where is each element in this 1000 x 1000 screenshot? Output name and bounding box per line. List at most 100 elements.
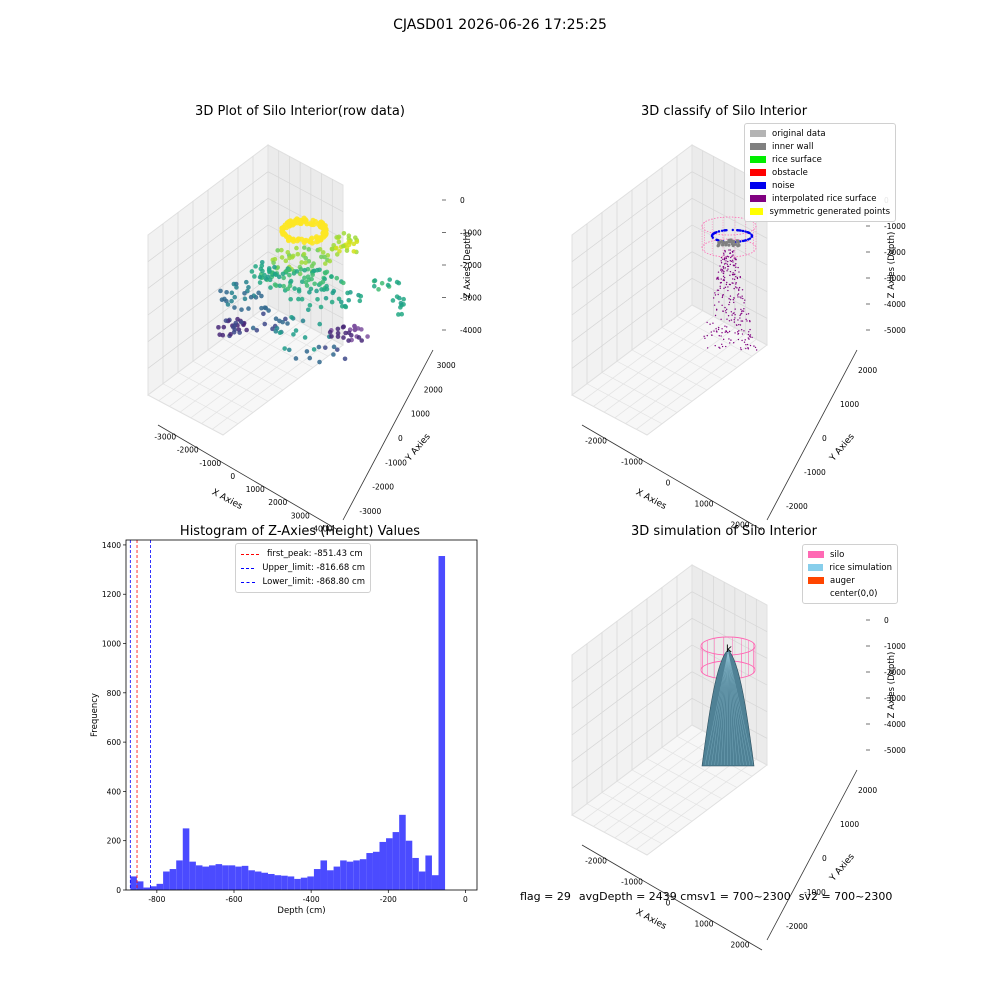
raw-point bbox=[280, 229, 286, 235]
raw-point bbox=[280, 271, 286, 277]
interpolated-point bbox=[729, 274, 731, 277]
histogram-bar bbox=[366, 853, 373, 890]
raw-point bbox=[300, 279, 305, 285]
surface-mesh-line bbox=[724, 651, 729, 766]
z-axis-label: Z Axies (Depth) bbox=[887, 232, 897, 299]
raw-point bbox=[298, 267, 304, 272]
histogram-bar bbox=[425, 855, 432, 890]
interpolated-point bbox=[734, 269, 737, 272]
interpolated-point bbox=[733, 257, 736, 259]
interpolated-point bbox=[754, 346, 757, 349]
interpolated-point bbox=[739, 324, 742, 326]
raw-point bbox=[348, 290, 353, 295]
interpolated-point bbox=[743, 330, 745, 332]
noise-point bbox=[720, 229, 724, 232]
z-tick-label: -3000 bbox=[884, 694, 906, 703]
legend-label: inner wall bbox=[772, 141, 814, 152]
interpolated-point bbox=[719, 282, 722, 284]
interpolated-point bbox=[743, 341, 746, 343]
z-tick-label: 0 bbox=[884, 616, 889, 625]
interpolated-point bbox=[729, 256, 732, 259]
grid-line bbox=[162, 383, 239, 425]
z-tick-label: -5000 bbox=[884, 746, 906, 755]
grid-line bbox=[601, 372, 678, 413]
raw-point bbox=[302, 245, 307, 250]
raw-point bbox=[239, 307, 244, 312]
histogram-bar bbox=[202, 866, 210, 890]
raw-point bbox=[257, 274, 263, 280]
histogram-bar bbox=[307, 876, 314, 890]
inner-wall-point bbox=[727, 243, 731, 247]
interpolated-point bbox=[728, 301, 731, 304]
raw-point bbox=[334, 252, 340, 257]
inner-wall-point bbox=[717, 242, 721, 247]
raw-point bbox=[295, 236, 302, 242]
interpolated-point bbox=[703, 335, 705, 338]
grid-line bbox=[571, 618, 693, 709]
surface-mesh-line bbox=[720, 651, 729, 766]
raw-point bbox=[229, 290, 235, 296]
interpolated-point bbox=[728, 338, 730, 340]
raw-point bbox=[222, 296, 227, 302]
y-tick-label: 0 bbox=[116, 886, 121, 895]
legend-obstacle: obstacle bbox=[750, 166, 890, 179]
y-axis-line bbox=[342, 349, 434, 521]
legend-label: obstacle bbox=[772, 167, 808, 178]
x-tick-label: 1000 bbox=[694, 500, 713, 509]
histogram-bar bbox=[333, 866, 341, 890]
status-avg-depth: avgDepth = 2439 cm bbox=[578, 890, 698, 903]
histogram-bar bbox=[156, 883, 164, 890]
interpolated-point bbox=[741, 295, 743, 297]
noise-point bbox=[711, 233, 714, 236]
surface-mesh-line bbox=[708, 651, 729, 766]
interpolated-point bbox=[723, 254, 725, 256]
x-tick-label: 0 bbox=[666, 899, 671, 908]
raw-point bbox=[218, 288, 223, 294]
legend-label: first_peak: -851.43 cm bbox=[267, 549, 363, 559]
raw-point bbox=[253, 264, 258, 269]
histogram-bar bbox=[254, 871, 262, 890]
raw-point bbox=[314, 239, 320, 245]
raw-point bbox=[319, 254, 324, 260]
grid-line bbox=[586, 803, 663, 845]
y-tick-label: 0 bbox=[398, 434, 403, 443]
z-axis-label: Z Axies (Depth) bbox=[463, 232, 473, 299]
grid-line bbox=[571, 224, 693, 316]
raw-point bbox=[283, 316, 288, 322]
interpolated-point bbox=[722, 338, 725, 341]
raw-point bbox=[268, 285, 273, 290]
y-tick-label: -1000 bbox=[385, 458, 407, 467]
raw-point bbox=[305, 274, 311, 279]
surface-mesh-line bbox=[727, 651, 754, 766]
histogram-bar bbox=[215, 864, 223, 890]
interpolated-point bbox=[715, 328, 717, 330]
raw-point bbox=[301, 251, 307, 257]
z-tick-label: -2000 bbox=[884, 248, 906, 257]
y-tick-label: -2000 bbox=[786, 502, 808, 511]
raw-point bbox=[331, 344, 337, 350]
raw-point bbox=[216, 325, 221, 330]
interpolated-point bbox=[747, 313, 750, 315]
histogram-bar bbox=[386, 838, 393, 890]
interpolated-point bbox=[740, 297, 742, 299]
interpolated-point bbox=[732, 251, 734, 253]
interpolated-point bbox=[706, 347, 709, 349]
x-tick-label: -200 bbox=[380, 895, 397, 904]
interpolated-point bbox=[744, 299, 746, 301]
interpolated-point bbox=[724, 325, 726, 327]
raw-point bbox=[303, 219, 309, 225]
interpolated-point bbox=[735, 282, 737, 284]
raw-point bbox=[353, 235, 358, 240]
histogram-bar bbox=[163, 871, 170, 890]
interpolated-point bbox=[719, 285, 721, 288]
inner-wall-point bbox=[731, 239, 736, 243]
histogram-axes: -800 -600 -400 -200 0 0 200 400 600 800 1000 1200 14… bbox=[90, 539, 478, 916]
raw-point bbox=[277, 330, 283, 336]
interpolated-point bbox=[736, 287, 738, 289]
raw-point bbox=[365, 334, 370, 339]
raw-point bbox=[385, 282, 391, 288]
interpolated-point bbox=[731, 255, 733, 257]
status-sv1: sv1 = 700~2300 bbox=[697, 890, 791, 903]
y-axis-label: Y Axies bbox=[828, 432, 857, 464]
z-tick-label: -1000 bbox=[884, 222, 906, 231]
